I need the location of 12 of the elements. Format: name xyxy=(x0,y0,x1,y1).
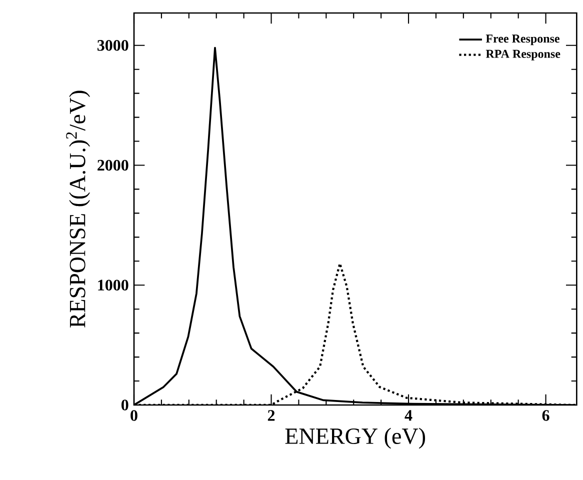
x-tick-label: 4 xyxy=(404,410,412,421)
y-tick-label: 1000 xyxy=(98,280,128,291)
y-tick-label: 0 xyxy=(121,400,128,410)
y-tick-label: 3000 xyxy=(97,40,128,51)
x-axis-title: ENERGY (eV) xyxy=(285,428,426,449)
x-tick-label: 6 xyxy=(542,410,550,421)
x-tick-label: 2 xyxy=(268,410,275,421)
legend-label: Free Response xyxy=(486,34,560,46)
legend-label: RPA Response xyxy=(486,50,560,60)
x-tick-label: 0 xyxy=(130,410,138,421)
y-tick-label: 2000 xyxy=(98,160,128,171)
y-axis-title: RESPONSE ((A.U.)$^{2}$/eV) xyxy=(66,90,90,328)
